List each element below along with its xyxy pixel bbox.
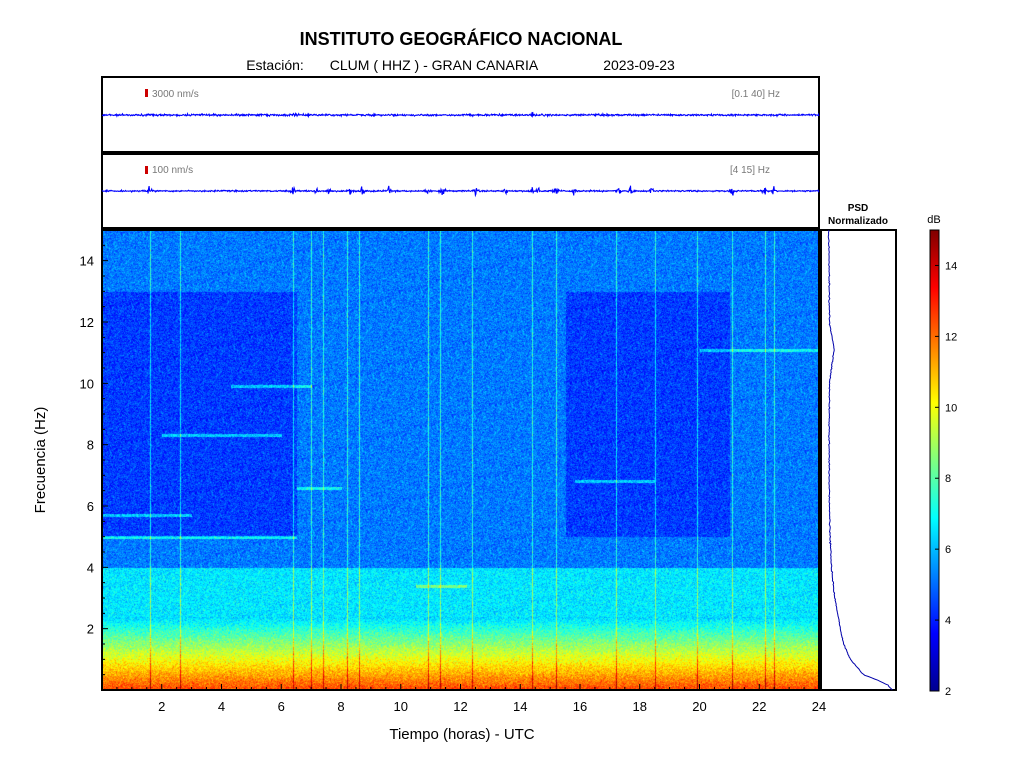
colorbar-panel: dB 2 4 6 8 10 12 14: [927, 214, 957, 698]
y-tick-label: 2: [87, 622, 94, 637]
figure-title: INSTITUTO GEOGRÁFICO NACIONAL: [300, 28, 623, 49]
psd-panel: PSD Normalizado: [820, 203, 897, 691]
y-tick-label: 14: [80, 254, 94, 269]
colorbar-tick-label: 12: [945, 331, 957, 343]
seismogram-filtered-scale: 100 nm/s: [152, 165, 193, 176]
seismogram-filtered-trace: [101, 185, 820, 198]
colorbar-tick-label: 2: [945, 686, 951, 698]
x-tick-label: 12: [453, 699, 467, 714]
seismogram-filtered-panel: 100 nm/s [4 15] Hz: [101, 153, 820, 229]
colorbar-tick-label: 10: [945, 402, 957, 414]
seismogram-filtered-filter: [4 15] Hz: [730, 165, 770, 176]
colorbar-tick-label: 8: [945, 473, 951, 485]
y-axis-label: Frecuencia (Hz): [32, 407, 49, 514]
colorbar-tick-label: 6: [945, 544, 951, 556]
seismogram-broadband-filter: [0.1 40] Hz: [732, 89, 780, 100]
colorbar-gradient: [929, 229, 940, 692]
x-tick-label: 14: [513, 699, 527, 714]
y-tick-label: 12: [80, 315, 94, 330]
psd-title-line2: Normalizado: [828, 216, 888, 227]
y-tick-label: 4: [87, 560, 94, 575]
seis2-path: [101, 185, 820, 198]
psd-line: [827, 229, 893, 691]
colorbar-unit: dB: [927, 214, 940, 226]
psd-curve: [827, 229, 893, 691]
y-tick-label: 8: [87, 438, 94, 453]
x-tick-label: 8: [337, 699, 344, 714]
seismogram-broadband-trace: [101, 111, 820, 119]
y-tick-label: 6: [87, 499, 94, 514]
psd-title-line1: PSD: [848, 203, 869, 214]
x-tick-label: 16: [573, 699, 587, 714]
scale-bar-icon: [145, 89, 148, 97]
colorbar-ticks: 2 4 6 8 10 12 14: [935, 260, 957, 698]
spectrogram-image: [102, 230, 819, 690]
date-label: 2023-09-23: [603, 57, 675, 73]
x-tick-label: 24: [812, 699, 826, 714]
x-tick-label: 4: [218, 699, 225, 714]
seis1-path: [101, 111, 820, 119]
colorbar-tick-label: 14: [945, 260, 957, 272]
y-tick-label: 10: [80, 376, 94, 391]
spectrogram-canvas-holder: [102, 230, 819, 690]
x-tick-label: 2: [158, 699, 165, 714]
seismogram-broadband-panel: 3000 nm/s [0.1 40] Hz: [101, 76, 820, 153]
x-tick-label: 22: [752, 699, 766, 714]
x-tick-label: 10: [394, 699, 408, 714]
x-tick-label: 20: [692, 699, 706, 714]
x-tick-label: 6: [278, 699, 285, 714]
scale-bar-icon: [145, 166, 148, 174]
x-tick-label: 18: [633, 699, 647, 714]
x-axis-label: Tiempo (horas) - UTC: [389, 726, 534, 743]
seismogram-broadband-scale: 3000 nm/s: [152, 89, 199, 100]
colorbar-tick-label: 4: [945, 615, 951, 627]
psd-frame: [820, 229, 897, 691]
station-label: Estación:: [246, 57, 304, 73]
station-name: CLUM ( HHZ ) - GRAN CANARIA: [330, 57, 539, 73]
